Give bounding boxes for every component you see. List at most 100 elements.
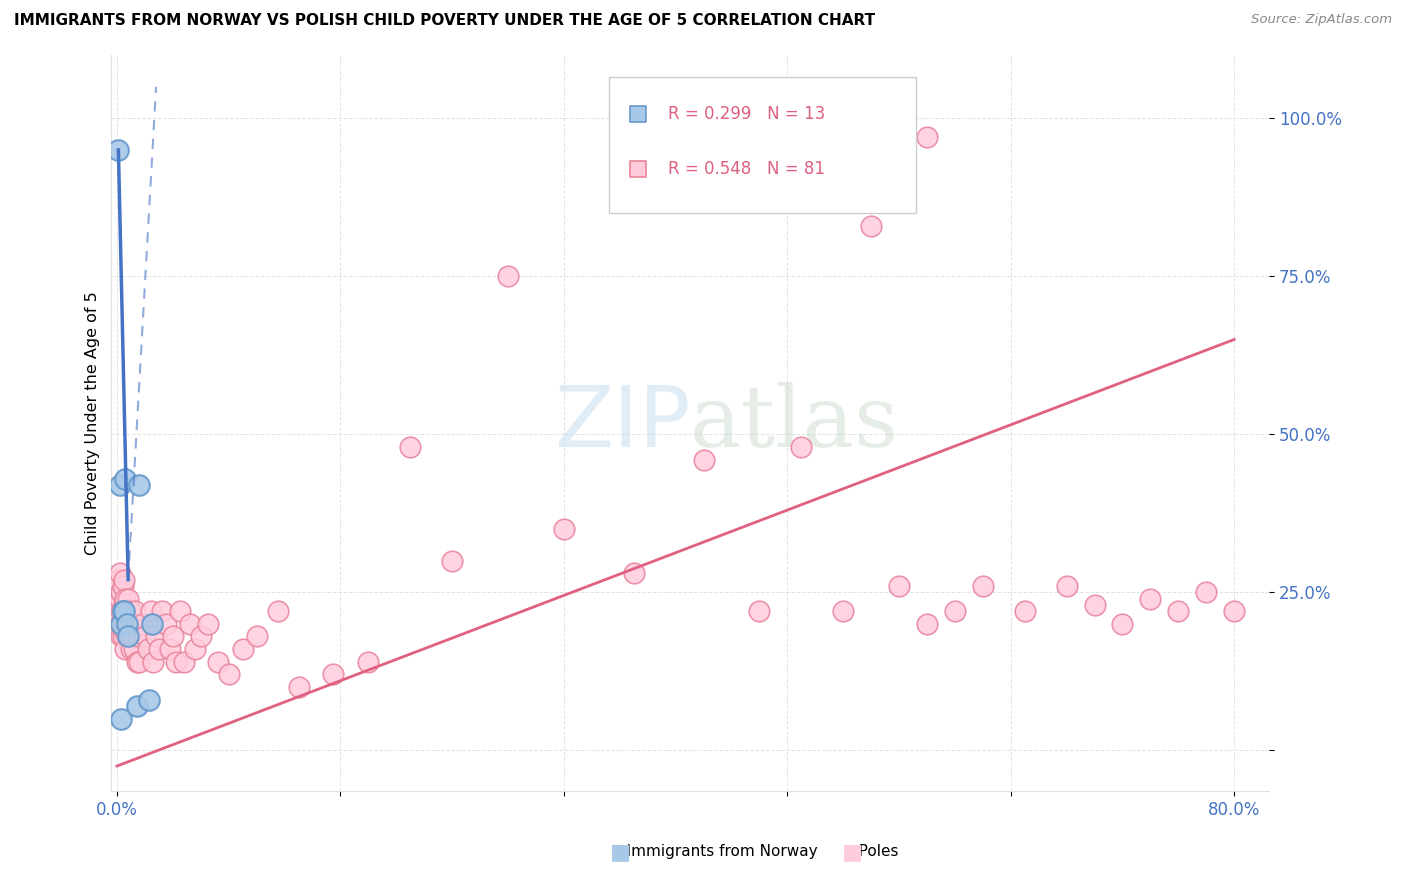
Point (197, 616, 219, 631)
Point (159, 642, 181, 657)
Point (139, 604, 162, 618)
Point (108, 591, 131, 606)
Point (134, 630, 156, 644)
Point (115, 630, 138, 644)
Point (118, 604, 141, 618)
Text: IMMIGRANTS FROM NORWAY VS POLISH CHILD POVERTY UNDER THE AGE OF 5 CORRELATION CH: IMMIGRANTS FROM NORWAY VS POLISH CHILD P… (14, 13, 875, 29)
Point (553, 522, 575, 536)
Point (887, 579, 910, 593)
Point (399, 440, 422, 454)
Point (118, 630, 141, 644)
Point (112, 573, 135, 587)
Point (741, 209, 763, 223)
Point (120, 642, 142, 657)
Point (1195, 585, 1218, 599)
Point (1223, 604, 1246, 618)
Text: Immigrants from Norway: Immigrants from Norway (612, 845, 817, 859)
Point (122, 642, 145, 657)
Point (218, 667, 240, 681)
Point (145, 630, 167, 644)
Point (114, 591, 136, 606)
Point (943, 604, 966, 618)
Point (266, 604, 288, 618)
Point (107, 143, 129, 157)
Point (179, 616, 201, 631)
Text: atlas: atlas (690, 382, 900, 465)
Point (148, 642, 170, 657)
Text: R = 0.548   N = 81: R = 0.548 N = 81 (668, 161, 825, 178)
Point (131, 616, 153, 631)
Point (107, 598, 129, 612)
Point (111, 604, 134, 618)
Point (232, 642, 254, 657)
Text: ■: ■ (610, 842, 631, 862)
Text: Source: ZipAtlas.com: Source: ZipAtlas.com (1251, 13, 1392, 27)
Point (108, 478, 131, 492)
Point (111, 630, 134, 644)
Point (111, 579, 134, 593)
Point (1167, 604, 1189, 618)
Point (1111, 616, 1133, 631)
Point (1083, 598, 1105, 612)
Point (107, 573, 129, 587)
Point (1139, 591, 1161, 606)
Y-axis label: Child Poverty Under the Age of 5: Child Poverty Under the Age of 5 (86, 292, 100, 555)
Point (128, 478, 150, 492)
Point (246, 630, 269, 644)
Point (115, 616, 138, 631)
Point (128, 655, 150, 669)
Point (173, 655, 195, 669)
Point (860, 219, 883, 233)
Point (112, 604, 135, 618)
Point (136, 642, 159, 657)
Point (110, 604, 132, 618)
Text: ■: ■ (842, 842, 863, 862)
Point (141, 616, 163, 631)
Point (108, 616, 131, 631)
Point (110, 712, 132, 726)
Point (357, 655, 380, 669)
Point (142, 655, 165, 669)
Point (165, 655, 187, 669)
Point (117, 616, 139, 631)
Point (114, 616, 136, 631)
Point (496, 269, 519, 284)
Point (322, 667, 344, 681)
Point (121, 630, 143, 644)
Text: ZIP: ZIP (554, 382, 690, 465)
Point (124, 604, 146, 618)
Point (125, 655, 148, 669)
Point (972, 579, 994, 593)
Point (441, 554, 464, 568)
Point (127, 630, 149, 644)
Point (1056, 579, 1078, 593)
Point (110, 616, 132, 631)
Point (117, 630, 139, 644)
Point (915, 616, 938, 631)
Point (110, 585, 132, 599)
Point (692, 452, 714, 467)
FancyBboxPatch shape (609, 78, 915, 213)
Point (112, 598, 135, 612)
Point (207, 655, 229, 669)
Point (114, 471, 136, 485)
Point (117, 591, 139, 606)
Point (790, 440, 813, 454)
Point (112, 623, 135, 637)
Point (110, 630, 132, 644)
Point (623, 566, 645, 581)
Point (748, 604, 770, 618)
Point (120, 616, 142, 631)
Text: R = 0.299   N = 13: R = 0.299 N = 13 (668, 105, 825, 123)
Point (741, 161, 763, 176)
Point (115, 604, 138, 618)
Point (108, 566, 131, 581)
Point (169, 604, 191, 618)
Point (125, 698, 148, 713)
Point (832, 604, 855, 618)
Point (1014, 604, 1036, 618)
Point (190, 630, 212, 644)
Point (150, 604, 173, 618)
Point (915, 130, 938, 145)
Point (887, 136, 910, 151)
